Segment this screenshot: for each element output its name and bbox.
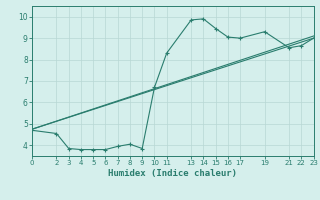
X-axis label: Humidex (Indice chaleur): Humidex (Indice chaleur) <box>108 169 237 178</box>
